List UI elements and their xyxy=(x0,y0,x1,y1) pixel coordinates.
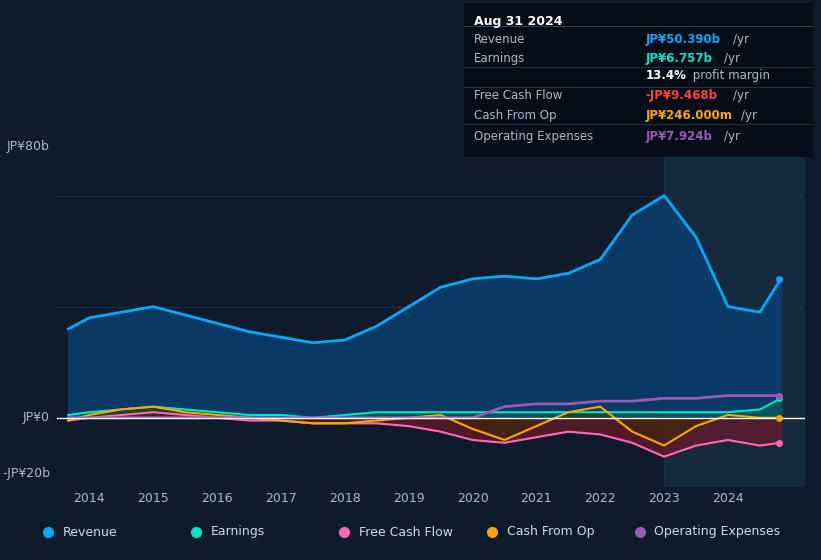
Text: JP¥246.000m: JP¥246.000m xyxy=(645,109,732,122)
Text: JP¥6.757b: JP¥6.757b xyxy=(645,52,712,65)
Text: /yr: /yr xyxy=(732,88,749,102)
Text: JP¥7.924b: JP¥7.924b xyxy=(645,130,712,143)
Text: JP¥80b: JP¥80b xyxy=(7,140,50,153)
Text: /yr: /yr xyxy=(724,52,740,65)
Text: Earnings: Earnings xyxy=(475,52,525,65)
Bar xyxy=(664,140,805,487)
Text: /yr: /yr xyxy=(732,33,749,46)
Text: Aug 31 2024: Aug 31 2024 xyxy=(475,15,563,28)
Text: Operating Expenses: Operating Expenses xyxy=(654,525,781,539)
Text: Revenue: Revenue xyxy=(475,33,525,46)
Text: /yr: /yr xyxy=(741,109,757,122)
Text: Revenue: Revenue xyxy=(63,525,118,539)
Text: Free Cash Flow: Free Cash Flow xyxy=(359,525,452,539)
Text: Operating Expenses: Operating Expenses xyxy=(475,130,594,143)
Text: -JP¥20b: -JP¥20b xyxy=(2,467,50,480)
Text: Earnings: Earnings xyxy=(211,525,265,539)
Text: Cash From Op: Cash From Op xyxy=(507,525,594,539)
Text: /yr: /yr xyxy=(724,130,740,143)
Text: -JP¥9.468b: -JP¥9.468b xyxy=(645,88,718,102)
Text: Cash From Op: Cash From Op xyxy=(475,109,557,122)
Text: JP¥0: JP¥0 xyxy=(23,411,50,424)
Text: JP¥50.390b: JP¥50.390b xyxy=(645,33,720,46)
Text: 13.4%: 13.4% xyxy=(645,69,686,82)
Text: Free Cash Flow: Free Cash Flow xyxy=(475,88,562,102)
Text: profit margin: profit margin xyxy=(689,69,770,82)
